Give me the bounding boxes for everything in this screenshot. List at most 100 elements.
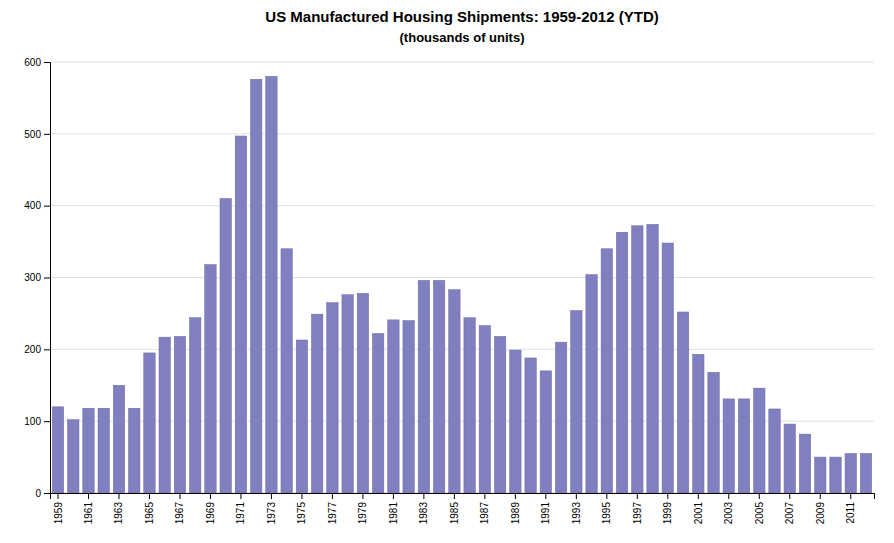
grid-line xyxy=(50,133,874,134)
tick: 100 xyxy=(24,416,50,427)
tick: 1997 xyxy=(632,493,643,524)
tick-label: 1983 xyxy=(418,502,429,525)
tick-mark xyxy=(332,493,333,499)
tick: 200 xyxy=(24,344,50,355)
plot: 1959196119631965196719691971197319751977… xyxy=(24,57,874,525)
bar xyxy=(540,371,551,493)
tick: 1991 xyxy=(540,493,551,524)
bar xyxy=(357,293,368,493)
tick: 1979 xyxy=(357,493,368,524)
grid-line xyxy=(50,349,874,350)
tick-label: 0 xyxy=(35,488,41,499)
tick-mark xyxy=(362,493,363,499)
axis-line xyxy=(44,63,51,494)
bar xyxy=(403,321,414,493)
bar xyxy=(205,265,216,493)
tick-mark xyxy=(789,493,790,499)
tick: 1961 xyxy=(83,493,94,524)
tick-mark xyxy=(210,493,211,499)
tick: 400 xyxy=(24,200,50,211)
tick: 1963 xyxy=(113,493,124,524)
tick: 1983 xyxy=(418,493,429,524)
bar xyxy=(525,358,536,493)
tick: 1975 xyxy=(296,493,307,524)
bar xyxy=(418,280,429,493)
bar xyxy=(494,336,505,493)
bar xyxy=(98,408,109,493)
tick-mark xyxy=(118,493,119,499)
bar xyxy=(372,334,383,493)
tick-mark xyxy=(698,493,699,499)
tick-mark xyxy=(44,421,50,422)
tick-mark xyxy=(149,493,150,499)
bar xyxy=(174,336,185,493)
grid-line xyxy=(50,421,874,422)
bar xyxy=(220,198,231,493)
bar xyxy=(555,342,566,493)
tick-label: 300 xyxy=(24,272,41,283)
tick-label: 1989 xyxy=(510,502,521,525)
grid-line xyxy=(50,205,874,206)
bar xyxy=(830,457,841,493)
tick-mark xyxy=(240,493,241,499)
bar xyxy=(388,320,399,493)
tick-label: 1979 xyxy=(357,502,368,525)
tick-mark xyxy=(44,493,50,494)
tick: 600 xyxy=(24,57,50,68)
tick: 1969 xyxy=(205,493,216,524)
tick: 1967 xyxy=(174,493,185,524)
bar xyxy=(860,453,871,493)
bar xyxy=(464,318,475,493)
bar xyxy=(83,408,94,493)
tick-mark xyxy=(820,493,821,499)
tick-label: 1981 xyxy=(388,502,399,525)
tick: 1977 xyxy=(327,493,338,524)
tick-mark xyxy=(44,206,50,207)
subtitle: (thousands of units) xyxy=(400,30,525,45)
bar xyxy=(479,326,490,493)
tick-mark xyxy=(58,493,59,499)
bar xyxy=(266,76,277,493)
bar xyxy=(601,249,612,493)
bar xyxy=(815,457,826,493)
tick: 1987 xyxy=(479,493,490,524)
bar xyxy=(616,232,627,493)
tick-mark xyxy=(637,493,638,499)
tick-label: 1975 xyxy=(296,502,307,525)
bar xyxy=(723,399,734,493)
bars xyxy=(52,76,871,493)
bar xyxy=(754,388,765,493)
tick-label: 1967 xyxy=(174,502,185,525)
tick: 1973 xyxy=(266,493,277,524)
tick: 1959 xyxy=(53,493,64,524)
tick-label: 1999 xyxy=(662,502,673,525)
tick: 2007 xyxy=(784,493,795,524)
bar xyxy=(677,312,688,493)
bar xyxy=(327,303,338,493)
bar xyxy=(449,290,460,493)
axis-line xyxy=(51,494,875,500)
tick-label: 1991 xyxy=(540,502,551,525)
tick-mark xyxy=(423,493,424,499)
tick: 2001 xyxy=(693,493,704,524)
grid-line xyxy=(50,277,874,278)
bar xyxy=(693,354,704,493)
bar xyxy=(52,407,63,493)
tick-label: 1973 xyxy=(266,502,277,525)
tick-mark xyxy=(484,493,485,499)
tick: 0 xyxy=(35,488,50,499)
tick: 1999 xyxy=(662,493,673,524)
bar xyxy=(799,434,810,493)
tick-label: 1965 xyxy=(144,502,155,525)
bar xyxy=(586,275,597,493)
tick-label: 1961 xyxy=(83,502,94,525)
tick-label: 100 xyxy=(24,416,41,427)
tick-label: 1977 xyxy=(327,502,338,525)
tick-label: 2011 xyxy=(845,502,856,524)
bar xyxy=(845,453,856,493)
tick: 1989 xyxy=(510,493,521,524)
tick-mark xyxy=(44,278,50,279)
tick-label: 1995 xyxy=(601,502,612,525)
tick-mark xyxy=(271,493,272,499)
bar xyxy=(433,280,444,493)
